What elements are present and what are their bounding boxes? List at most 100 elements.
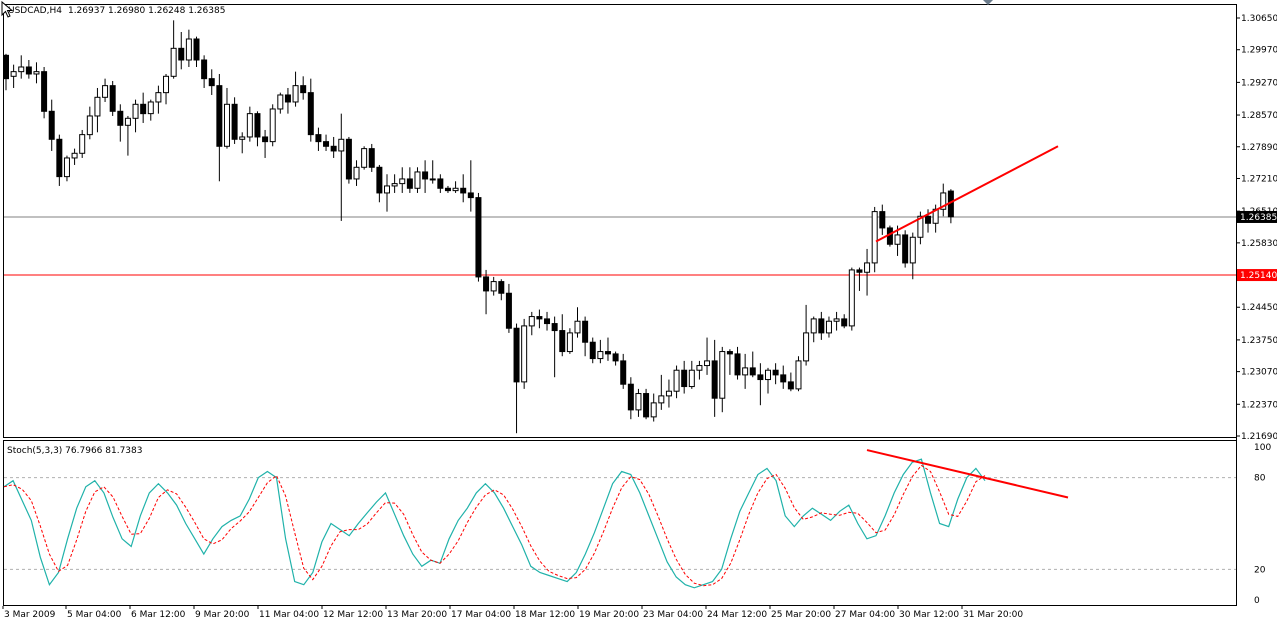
candle — [437, 174, 444, 193]
candle-body — [604, 351, 611, 355]
candle — [262, 129, 269, 158]
candle-body — [536, 316, 543, 320]
candle-body — [833, 318, 840, 322]
stochastic-signal-line — [3, 464, 986, 587]
level-price-tag — [1237, 269, 1277, 282]
candle-body — [658, 395, 665, 404]
candle — [155, 85, 162, 114]
price-tick-label: 1.29270 — [1241, 78, 1277, 88]
candle — [780, 365, 787, 389]
candle-body — [376, 166, 383, 194]
candle-body — [307, 92, 314, 136]
candle-body — [284, 94, 291, 103]
candle — [475, 192, 482, 282]
candle — [384, 174, 390, 212]
stochastic-level-label: 20 — [1254, 565, 1266, 575]
candle-body — [742, 367, 749, 376]
candle — [132, 99, 139, 133]
candle-body — [665, 390, 672, 397]
candle — [231, 97, 238, 144]
candle — [79, 129, 86, 158]
candle — [749, 351, 756, 378]
candle — [216, 73, 223, 182]
candle-body — [102, 85, 109, 98]
candle — [665, 379, 672, 408]
candle — [353, 160, 360, 186]
candle — [559, 314, 566, 357]
price-axis: 1.30650 1.29970 1.29270 1.28570 1.27890 1.272… — [1236, 14, 1277, 442]
candle — [63, 155, 70, 182]
price-trendline — [875, 145, 1059, 243]
candle-body — [475, 197, 482, 278]
candle — [117, 104, 124, 142]
candle — [124, 115, 131, 156]
candle-body — [772, 369, 779, 376]
candle-body — [208, 78, 215, 87]
candle-body — [841, 318, 848, 327]
candle-body — [643, 393, 650, 418]
candle-body — [505, 292, 512, 329]
candle — [566, 328, 573, 354]
candle — [787, 372, 794, 392]
candle-body — [254, 113, 261, 138]
candle — [505, 283, 512, 333]
candle — [574, 307, 581, 338]
time-tick-label: 19 Mar 20:00 — [579, 610, 639, 620]
candle — [551, 316, 558, 378]
candle-body — [902, 234, 909, 264]
candle-body — [25, 66, 32, 75]
candle-body — [56, 138, 63, 178]
candle — [848, 267, 855, 331]
stochastic-levels: 100 80 20 0 — [4, 443, 1271, 606]
candle — [345, 136, 352, 184]
candle — [856, 267, 863, 291]
candle-body — [673, 369, 680, 392]
candle-body — [10, 71, 17, 77]
candle — [864, 248, 871, 296]
candle-body — [856, 269, 863, 273]
candle-body — [201, 59, 208, 80]
candle — [323, 134, 330, 151]
stochastic-trendline-line[interactable] — [866, 449, 1069, 499]
candle — [361, 146, 368, 170]
candle — [711, 339, 718, 417]
price-tick-label: 1.30650 — [1241, 14, 1277, 24]
candle — [726, 349, 733, 375]
shift-marker-icon[interactable] — [983, 0, 993, 5]
candle-body — [315, 134, 322, 143]
candle — [399, 167, 406, 193]
candle — [3, 53, 9, 91]
candle — [300, 76, 307, 100]
candle-body — [361, 148, 368, 168]
candle-body — [223, 103, 230, 147]
time-tick-label: 25 Mar 20:00 — [771, 610, 831, 620]
candle-body — [681, 369, 688, 388]
price-tick-label: 1.24450 — [1241, 303, 1277, 313]
candle-body — [620, 360, 627, 385]
candle — [879, 204, 886, 235]
candle — [742, 353, 749, 389]
candle — [917, 211, 924, 245]
candle — [483, 269, 490, 315]
candle — [803, 304, 810, 366]
candle — [422, 160, 429, 193]
time-tick-label: 3 Mar 2009 — [4, 610, 56, 620]
candle-body — [551, 323, 558, 332]
candle — [86, 106, 93, 140]
price-trendline-line[interactable] — [875, 145, 1059, 243]
candle — [315, 127, 322, 151]
time-tick-label: 24 Mar 12:00 — [707, 610, 767, 620]
candle-body — [79, 134, 86, 154]
candle-body — [63, 157, 70, 178]
candle — [239, 132, 246, 154]
candle-body — [909, 236, 916, 264]
candle-body — [246, 113, 253, 138]
price-tick-label: 1.22370 — [1241, 400, 1277, 410]
candle — [277, 92, 284, 114]
candle — [841, 314, 848, 329]
candle-body — [917, 215, 924, 238]
candle — [246, 106, 253, 142]
candle — [284, 87, 291, 114]
candle-body — [460, 187, 467, 194]
